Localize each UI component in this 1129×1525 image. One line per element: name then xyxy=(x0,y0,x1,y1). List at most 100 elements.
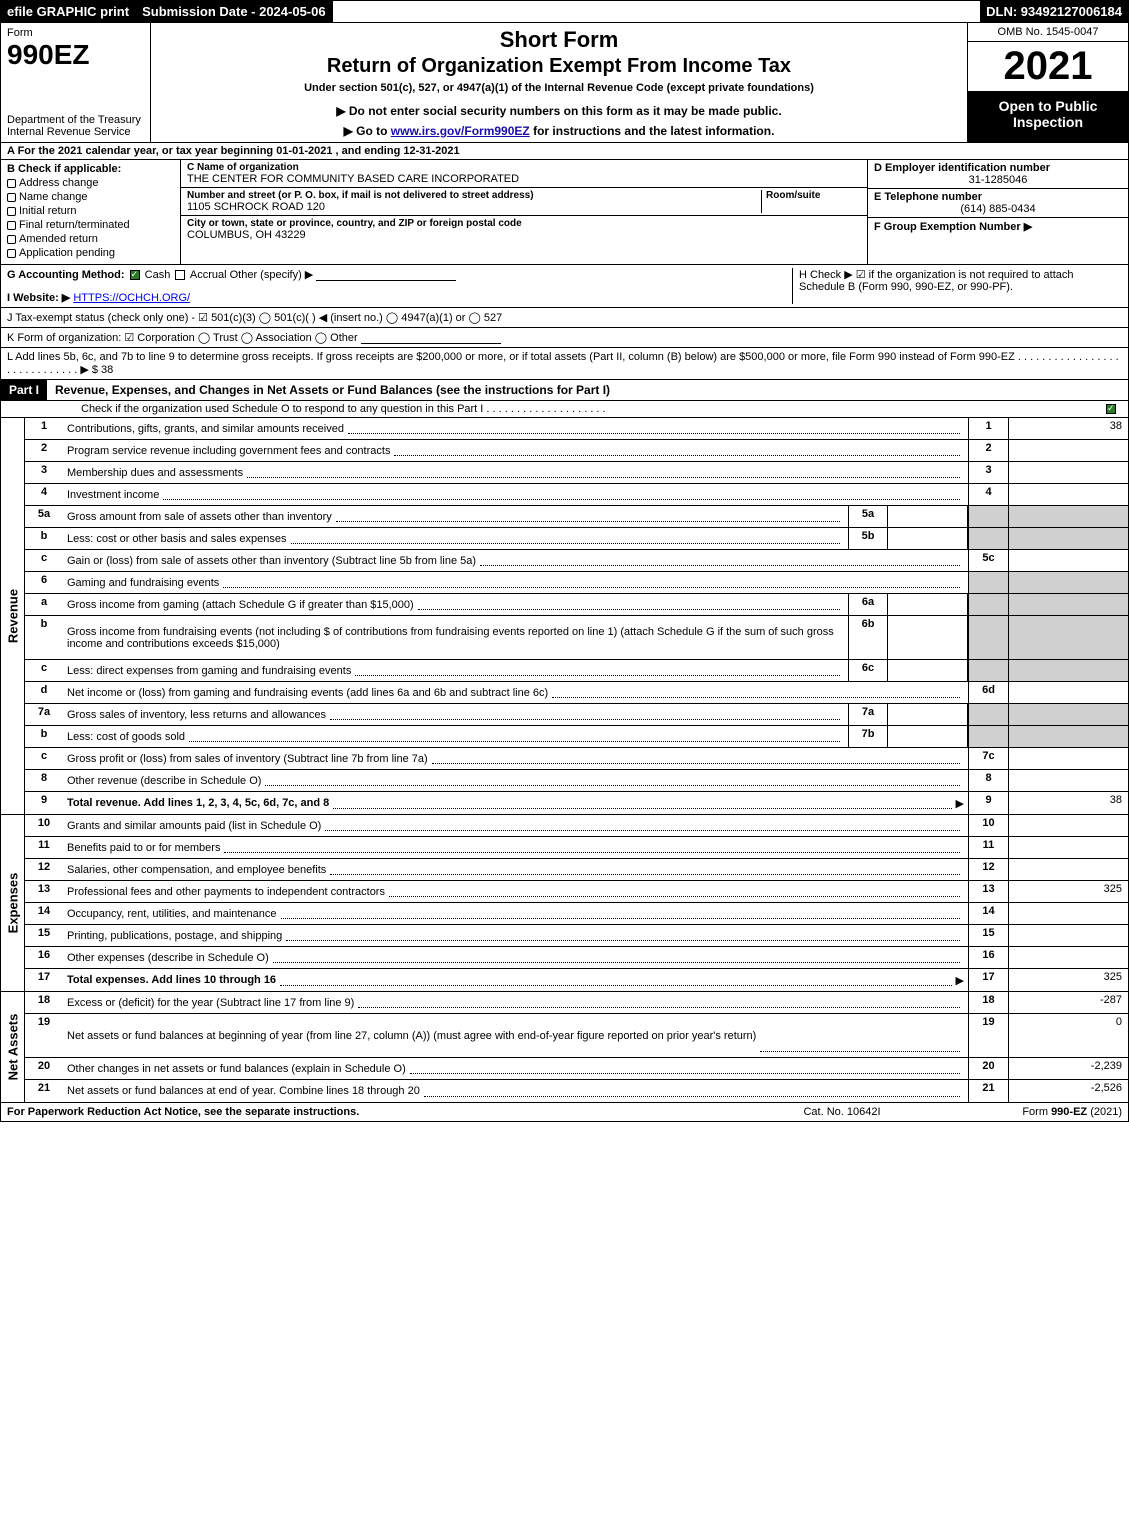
expense-vlabel-col: Expenses xyxy=(1,815,25,991)
line-desc: Gross sales of inventory, less returns a… xyxy=(63,704,848,725)
org-address: 1105 SCHROCK ROAD 120 xyxy=(187,201,761,213)
mini-line-value[interactable] xyxy=(888,660,968,681)
line-desc: Membership dues and assessments xyxy=(63,462,968,483)
expense-vlabel: Expenses xyxy=(5,873,20,934)
right-line-value: 38 xyxy=(1008,792,1128,814)
line-number: 16 xyxy=(25,947,63,968)
section-i: I Website: ▶ HTTPS://OCHCH.ORG/ xyxy=(7,291,786,304)
right-line-value xyxy=(1008,528,1128,549)
mini-line-value[interactable] xyxy=(888,704,968,725)
do-not-enter: ▶ Do not enter social security numbers o… xyxy=(155,104,963,118)
form-label: Form xyxy=(7,27,144,39)
line-row: cGross profit or (loss) from sales of in… xyxy=(25,748,1128,770)
right-line-number: 19 xyxy=(968,1014,1008,1057)
right-line-value xyxy=(1008,947,1128,968)
chk-address-change[interactable]: Address change xyxy=(7,177,174,189)
dln-label: DLN: 93492127006184 xyxy=(980,1,1128,22)
line-number: 11 xyxy=(25,837,63,858)
line-row: aGross income from gaming (attach Schedu… xyxy=(25,594,1128,616)
mini-line-value[interactable] xyxy=(888,616,968,659)
right-line-number xyxy=(968,726,1008,747)
expense-lines: 10Grants and similar amounts paid (list … xyxy=(25,815,1128,991)
line-row: cGain or (loss) from sale of assets othe… xyxy=(25,550,1128,572)
group-exemption-row: F Group Exemption Number ▶ xyxy=(868,218,1128,235)
arrow-icon: ▶ xyxy=(956,974,964,987)
right-line-value xyxy=(1008,925,1128,946)
line-desc: Gross income from fundraising events (no… xyxy=(63,616,848,659)
footer-cat: Cat. No. 10642I xyxy=(742,1106,942,1118)
section-g: G Accounting Method: Cash Accrual Other … xyxy=(7,268,786,281)
line-desc: Net assets or fund balances at beginning… xyxy=(63,1014,968,1057)
mini-line-value[interactable] xyxy=(888,506,968,527)
line-number: d xyxy=(25,682,63,703)
line-row: 8Other revenue (describe in Schedule O)8 xyxy=(25,770,1128,792)
line-desc: Less: cost of goods sold xyxy=(63,726,848,747)
other-specify-blank[interactable] xyxy=(316,269,456,281)
line-desc: Program service revenue including govern… xyxy=(63,440,968,461)
right-line-value xyxy=(1008,462,1128,483)
line-row: 1Contributions, gifts, grants, and simil… xyxy=(25,418,1128,440)
chk-name-change[interactable]: Name change xyxy=(7,191,174,203)
room-label: Room/suite xyxy=(766,190,861,201)
line-desc: Other revenue (describe in Schedule O) xyxy=(63,770,968,791)
line-row: bLess: cost or other basis and sales exp… xyxy=(25,528,1128,550)
return-title: Return of Organization Exempt From Incom… xyxy=(155,55,963,78)
line-desc: Excess or (deficit) for the year (Subtra… xyxy=(63,992,968,1013)
right-line-value xyxy=(1008,682,1128,703)
right-line-number: 10 xyxy=(968,815,1008,836)
other-org-blank[interactable] xyxy=(361,332,501,344)
mini-line-value[interactable] xyxy=(888,528,968,549)
line-number: 5a xyxy=(25,506,63,527)
part1-header: Part I Revenue, Expenses, and Changes in… xyxy=(0,380,1129,401)
line-desc: Occupancy, rent, utilities, and maintena… xyxy=(63,903,968,924)
org-name-label: C Name of organization xyxy=(187,162,861,173)
chk-cash[interactable] xyxy=(130,270,140,280)
part1-schedule-o-check[interactable] xyxy=(1106,404,1116,414)
line-number: 7a xyxy=(25,704,63,725)
mini-line-number: 7b xyxy=(848,726,888,747)
ein-value: 31-1285046 xyxy=(874,174,1122,186)
website-link[interactable]: HTTPS://OCHCH.ORG/ xyxy=(73,292,190,304)
mini-line-value[interactable] xyxy=(888,594,968,615)
footer-left: For Paperwork Reduction Act Notice, see … xyxy=(7,1106,742,1118)
line-desc: Grants and similar amounts paid (list in… xyxy=(63,815,968,836)
line-desc: Less: direct expenses from gaming and fu… xyxy=(63,660,848,681)
right-line-value xyxy=(1008,550,1128,571)
checkbox-icon xyxy=(7,235,16,244)
chk-final-return[interactable]: Final return/terminated xyxy=(7,219,174,231)
right-line-value xyxy=(1008,572,1128,593)
chk-application-pending[interactable]: Application pending xyxy=(7,247,174,259)
short-form-title: Short Form xyxy=(155,27,963,53)
under-section: Under section 501(c), 527, or 4947(a)(1)… xyxy=(155,82,963,94)
irs-link[interactable]: www.irs.gov/Form990EZ xyxy=(391,124,530,138)
right-line-value xyxy=(1008,704,1128,725)
right-line-value: -2,526 xyxy=(1008,1080,1128,1102)
line-number: 12 xyxy=(25,859,63,880)
right-line-number: 3 xyxy=(968,462,1008,483)
line-desc: Other changes in net assets or fund bala… xyxy=(63,1058,968,1079)
topbar-spacer xyxy=(333,1,981,22)
right-line-number: 6d xyxy=(968,682,1008,703)
line-number: a xyxy=(25,594,63,615)
line-row: 15Printing, publications, postage, and s… xyxy=(25,925,1128,947)
mini-line-value[interactable] xyxy=(888,726,968,747)
chk-accrual[interactable] xyxy=(175,270,185,280)
right-line-number xyxy=(968,704,1008,725)
right-line-value: 38 xyxy=(1008,418,1128,439)
checkbox-icon xyxy=(7,179,16,188)
form-header: Form 990EZ Department of the Treasury In… xyxy=(0,23,1129,143)
right-line-value: 325 xyxy=(1008,969,1128,991)
chk-initial-return[interactable]: Initial return xyxy=(7,205,174,217)
revenue-lines: 1Contributions, gifts, grants, and simil… xyxy=(25,418,1128,814)
right-line-number: 20 xyxy=(968,1058,1008,1079)
chk-amended-return[interactable]: Amended return xyxy=(7,233,174,245)
section-c: C Name of organization THE CENTER FOR CO… xyxy=(181,160,868,264)
right-line-value xyxy=(1008,484,1128,505)
netassets-section: Net Assets 18Excess or (deficit) for the… xyxy=(0,992,1129,1103)
efile-label[interactable]: efile GRAPHIC print xyxy=(1,1,136,22)
line-desc: Total expenses. Add lines 10 through 16▶ xyxy=(63,969,968,991)
line-desc: Printing, publications, postage, and shi… xyxy=(63,925,968,946)
right-line-value xyxy=(1008,748,1128,769)
part1-tag: Part I xyxy=(1,380,47,400)
line-desc: Gross amount from sale of assets other t… xyxy=(63,506,848,527)
